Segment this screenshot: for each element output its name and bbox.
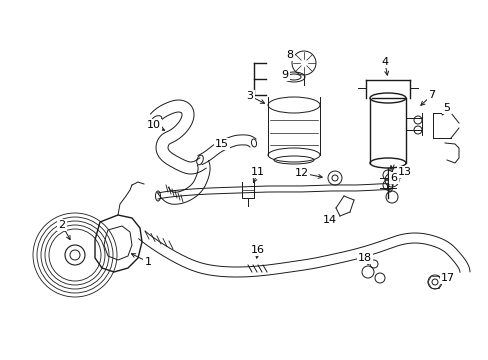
Text: 7: 7 bbox=[427, 90, 435, 100]
Text: 17: 17 bbox=[440, 273, 454, 283]
Text: 15: 15 bbox=[215, 139, 228, 149]
Text: 3: 3 bbox=[246, 91, 253, 101]
Text: 13: 13 bbox=[397, 167, 411, 177]
Text: 12: 12 bbox=[294, 168, 308, 178]
Text: 4: 4 bbox=[381, 57, 388, 67]
Text: 1: 1 bbox=[144, 257, 151, 267]
Text: 6: 6 bbox=[390, 173, 397, 183]
Text: 14: 14 bbox=[322, 215, 336, 225]
Text: 5: 5 bbox=[443, 103, 449, 113]
Text: 16: 16 bbox=[250, 245, 264, 255]
Text: 11: 11 bbox=[250, 167, 264, 177]
Text: 9: 9 bbox=[281, 70, 288, 80]
Text: 18: 18 bbox=[357, 253, 371, 263]
Text: 8: 8 bbox=[286, 50, 293, 60]
Text: 2: 2 bbox=[59, 220, 65, 230]
Text: 10: 10 bbox=[147, 120, 161, 130]
